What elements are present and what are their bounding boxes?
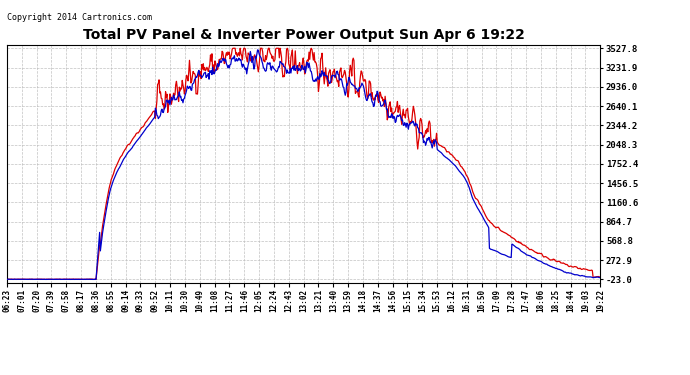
- Text: Copyright 2014 Cartronics.com: Copyright 2014 Cartronics.com: [7, 13, 152, 22]
- Title: Total PV Panel & Inverter Power Output Sun Apr 6 19:22: Total PV Panel & Inverter Power Output S…: [83, 28, 524, 42]
